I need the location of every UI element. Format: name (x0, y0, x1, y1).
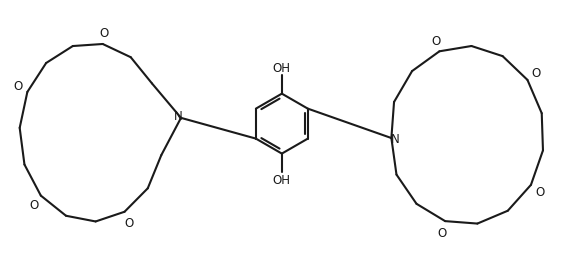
Text: OH: OH (273, 62, 291, 75)
Text: O: O (536, 186, 545, 199)
Text: O: O (532, 66, 541, 79)
Text: O: O (437, 226, 447, 239)
Text: O: O (99, 27, 109, 40)
Text: O: O (13, 80, 22, 93)
Text: N: N (390, 132, 399, 145)
Text: N: N (174, 110, 183, 123)
Text: O: O (29, 198, 38, 211)
Text: OH: OH (273, 173, 291, 186)
Text: O: O (124, 216, 134, 229)
Text: O: O (431, 35, 440, 48)
